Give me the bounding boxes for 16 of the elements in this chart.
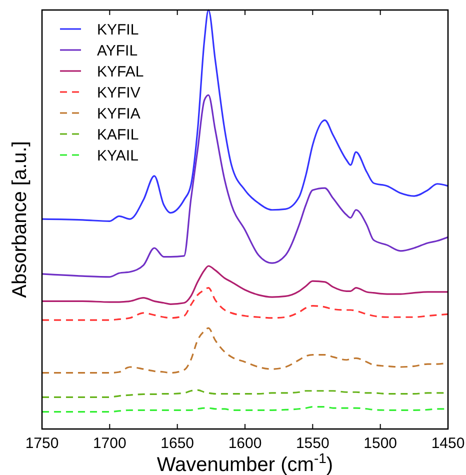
- x-tick-label: 1550: [296, 435, 330, 452]
- y-axis-title: Absorbance [a.u.]: [9, 141, 31, 298]
- x-tick-label: 1700: [92, 435, 126, 452]
- x-tick-label: 1650: [160, 435, 194, 452]
- x-tick-label: 1450: [431, 435, 465, 452]
- legend-label: KYAIL: [97, 148, 138, 164]
- x-tick-label: 1500: [364, 435, 398, 452]
- legend-label: KYFIV: [97, 84, 140, 102]
- x-tick-label: 1600: [228, 435, 262, 452]
- x-tick-label: 1750: [25, 435, 59, 452]
- x-axis-title: Wavenumber (cm$^{-1}$): [156, 450, 334, 475]
- legend-label: AYFIL: [97, 42, 138, 60]
- legend-label: KYFIA: [97, 106, 140, 122]
- legend-label: KYFAL: [97, 64, 144, 80]
- legend-label: KYFIL: [97, 22, 139, 38]
- legend-label: KAFIL: [97, 126, 139, 144]
